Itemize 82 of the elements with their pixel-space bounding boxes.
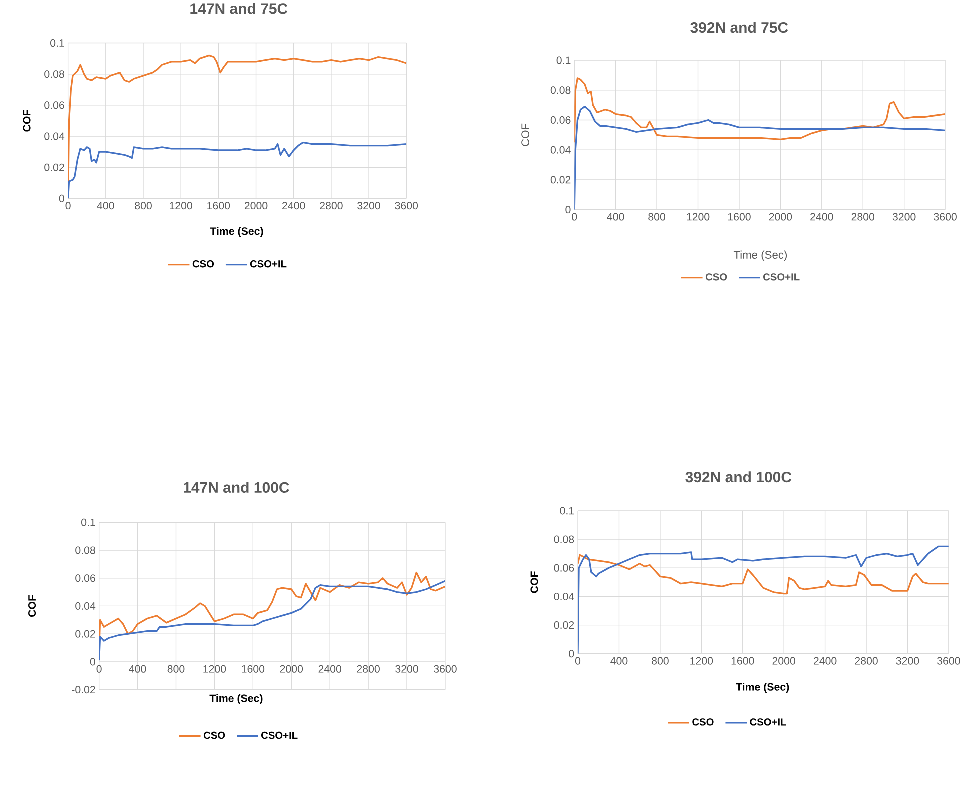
x-tick-label: 1600 — [242, 665, 265, 673]
y-tick-label: 0.02 — [554, 621, 574, 629]
legend-label: CSO — [692, 718, 714, 726]
y-tick-label: 0.1 — [82, 518, 96, 526]
x-tick-label: 2400 — [810, 213, 834, 221]
legend-label: CSO+IL — [764, 273, 800, 281]
y-tick-label: 0.08 — [550, 86, 571, 94]
legend-label: CSO+IL — [250, 260, 287, 268]
x-tick-label: 1600 — [208, 202, 230, 210]
x-tick-label: 400 — [129, 665, 146, 673]
x-tick-label: 800 — [652, 657, 669, 665]
y-tick-label: 0.06 — [76, 574, 96, 582]
y-tick-label: 0 — [59, 194, 64, 202]
x-tick-label: 800 — [135, 202, 152, 210]
y-axis-title: COF — [23, 110, 31, 132]
y-tick-label: 0 — [569, 650, 574, 658]
x-tick-label: 2400 — [318, 665, 342, 673]
x-tick-label: 3200 — [892, 213, 916, 221]
y-tick-label: -0.02 — [72, 686, 96, 694]
legend-label: CSO — [204, 732, 226, 740]
x-tick-label: 1600 — [732, 657, 754, 665]
chart-title: 147N and 100C — [184, 482, 290, 493]
y-tick-label: 0.08 — [76, 546, 96, 554]
y-tick-label: 0.1 — [560, 507, 574, 515]
x-tick-label: 400 — [607, 213, 624, 221]
y-tick-label: 0.02 — [550, 176, 571, 184]
y-tick-label: 0.1 — [50, 39, 64, 47]
y-axis-title: COF — [28, 595, 36, 617]
x-tick-label: 3600 — [434, 665, 457, 673]
x-tick-label: 3600 — [938, 657, 960, 665]
x-axis-title: Time (Sec) — [736, 682, 790, 693]
x-tick-label: 1200 — [690, 657, 714, 665]
x-axis-title: Time (Sec) — [210, 694, 263, 704]
x-tick-label: 3600 — [934, 213, 957, 221]
y-tick-label: 0.04 — [44, 132, 65, 140]
x-tick-label: 2800 — [852, 213, 875, 221]
x-tick-label: 400 — [97, 202, 114, 210]
x-axis-title: Time (Sec) — [210, 227, 264, 238]
y-axis-title: COF — [530, 571, 538, 594]
x-tick-label: 2000 — [244, 202, 268, 210]
x-tick-label: 2000 — [280, 665, 304, 673]
y-tick-label: 0.04 — [554, 592, 574, 600]
chart-title: 147N and 75C — [190, 3, 288, 14]
x-tick-label: 3600 — [395, 202, 418, 210]
x-axis-title: Time (Sec) — [734, 250, 788, 262]
x-tick-label: 1200 — [204, 665, 226, 673]
y-tick-label: 0.06 — [554, 564, 574, 572]
x-tick-label: 400 — [610, 657, 628, 665]
x-tick-label: 2400 — [814, 657, 837, 665]
y-tick-label: 0.02 — [76, 630, 96, 638]
x-tick-label: 2800 — [855, 657, 878, 665]
x-tick-label: 3200 — [896, 657, 920, 665]
x-tick-label: 2800 — [320, 202, 343, 210]
y-tick-label: 0.06 — [550, 116, 571, 124]
x-tick-label: 0 — [66, 202, 71, 210]
x-tick-label: 1200 — [687, 213, 710, 221]
x-tick-label: 3200 — [396, 665, 418, 673]
x-tick-label: 2000 — [772, 657, 796, 665]
x-tick-label: 0 — [96, 665, 102, 673]
x-tick-label: 2800 — [357, 665, 380, 673]
x-tick-label: 800 — [648, 213, 666, 221]
y-tick-label: 0.08 — [44, 70, 64, 78]
y-tick-label: 0.04 — [76, 602, 96, 610]
chart-title: 392N and 100C — [686, 471, 792, 482]
y-tick-label: 0.08 — [554, 536, 574, 544]
legend-label: CSO — [192, 260, 214, 268]
y-axis-title: COF — [522, 124, 530, 146]
x-tick-label: 2000 — [769, 213, 792, 221]
legend-label: CSO — [706, 273, 728, 281]
x-tick-label: 1200 — [170, 202, 192, 210]
y-tick-label: 0.02 — [44, 164, 64, 172]
chart-title: 392N and 75C — [690, 22, 788, 34]
y-tick-label: 0.04 — [550, 146, 571, 154]
legend-label: CSO+IL — [261, 732, 298, 740]
x-tick-label: 2400 — [282, 202, 306, 210]
x-tick-label: 800 — [168, 665, 185, 673]
y-tick-label: 0.1 — [556, 56, 571, 64]
x-tick-label: 0 — [575, 657, 581, 665]
legend-label: CSO+IL — [750, 718, 786, 726]
x-tick-label: 3200 — [358, 202, 380, 210]
y-tick-label: 0.06 — [44, 102, 64, 110]
x-tick-label: 1600 — [728, 213, 751, 221]
